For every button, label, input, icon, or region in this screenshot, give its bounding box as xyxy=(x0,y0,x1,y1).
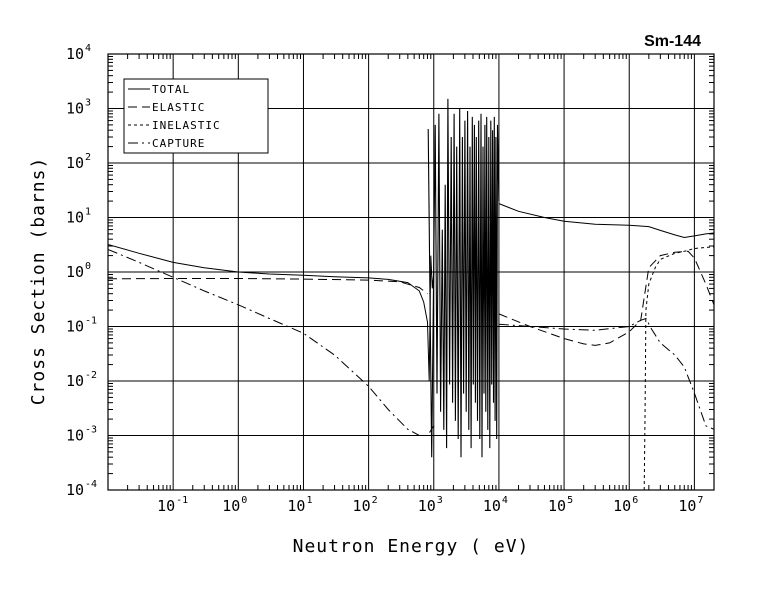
y-tick-label: 10 4 xyxy=(66,43,91,63)
x-tick-base: 10 xyxy=(678,497,696,515)
y-tick-base: 10 xyxy=(66,372,84,390)
y-tick-base: 10 xyxy=(66,45,84,63)
x-tick-label: 10 1 xyxy=(287,495,312,515)
y-tick-exponent: 2 xyxy=(85,152,91,163)
y-tick-base: 10 xyxy=(66,100,84,118)
y-tick-label: 10 0 xyxy=(66,261,91,281)
legend-label-elastic: ELASTIC xyxy=(152,101,205,114)
x-tick-base: 10 xyxy=(353,497,371,515)
y-tick-exponent: -2 xyxy=(85,370,97,381)
resonance-spikes xyxy=(427,98,500,458)
minor-ticks xyxy=(108,54,715,490)
x-tick-exponent: 1 xyxy=(306,495,312,506)
y-axis-label: Cross Section (barns) xyxy=(28,157,49,406)
y-tick-base: 10 xyxy=(66,318,84,336)
x-tick-label: 10 5 xyxy=(548,495,573,515)
y-tick-exponent: 3 xyxy=(85,98,91,109)
x-tick-exponent: 7 xyxy=(697,495,703,506)
y-tick-base: 10 xyxy=(66,209,84,227)
legend-label-inelastic: INELASTIC xyxy=(152,119,221,132)
x-tick-label: 10 4 xyxy=(483,495,508,515)
x-tick-label: 10 6 xyxy=(613,495,638,515)
y-tick-base: 10 xyxy=(66,481,84,499)
legend-label-capture: CAPTURE xyxy=(152,137,205,150)
y-tick-exponent: 1 xyxy=(85,207,91,218)
legend-box xyxy=(123,78,269,154)
series-inelastic-line xyxy=(643,246,714,490)
x-tick-label: 10 3 xyxy=(418,495,443,515)
series-total-line xyxy=(108,244,435,382)
x-tick-exponent: 5 xyxy=(567,495,573,506)
x-tick-label: 10 7 xyxy=(678,495,703,515)
x-tick-exponent: 3 xyxy=(437,495,443,506)
legend: TOTAL ELASTIC INELASTIC CAPTURE xyxy=(123,78,269,154)
data-curves xyxy=(108,98,714,490)
y-tick-exponent: -3 xyxy=(85,425,97,436)
x-tick-exponent: 0 xyxy=(241,495,247,506)
x-axis-label: Neutron Energy ( eV) xyxy=(293,536,530,557)
x-tick-exponent: 2 xyxy=(372,495,378,506)
y-tick-label: 10 -3 xyxy=(66,425,97,445)
y-tick-exponent: -4 xyxy=(85,479,97,490)
series-total-line xyxy=(498,203,714,239)
y-tick-exponent: 0 xyxy=(85,261,91,272)
y-tick-exponent: 4 xyxy=(85,43,91,54)
x-tick-base: 10 xyxy=(287,497,305,515)
plot-frame xyxy=(107,53,715,491)
y-tick-label: 10 1 xyxy=(66,207,91,227)
legend-label-total: TOTAL xyxy=(152,83,190,96)
x-tick-base: 10 xyxy=(222,497,240,515)
x-tick-label: 10 -1 xyxy=(157,495,188,515)
x-axis-ticks: 10 -1 10 0 10 1 10 2 10 3 10 4 10 5 10 6 10 7 xyxy=(157,495,703,515)
x-tick-base: 10 xyxy=(483,497,501,515)
x-tick-base: 10 xyxy=(613,497,631,515)
y-tick-label: 10 2 xyxy=(66,152,91,172)
series-capture-line xyxy=(108,248,435,436)
y-tick-label: 10 -4 xyxy=(66,479,97,499)
series-capture-line xyxy=(498,317,714,430)
x-tick-exponent: 4 xyxy=(502,495,508,506)
x-tick-label: 10 0 xyxy=(222,495,247,515)
x-tick-base: 10 xyxy=(548,497,566,515)
y-tick-label: 10 3 xyxy=(66,98,91,118)
x-tick-exponent: -1 xyxy=(176,495,188,506)
y-tick-base: 10 xyxy=(66,427,84,445)
y-tick-base: 10 xyxy=(66,154,84,172)
y-tick-base: 10 xyxy=(66,263,84,281)
y-tick-exponent: -1 xyxy=(85,316,97,327)
x-tick-label: 10 2 xyxy=(353,495,378,515)
chart-title: Sm-144 xyxy=(644,33,701,50)
series-elastic-line xyxy=(498,250,714,346)
series-elastic-line xyxy=(108,278,428,295)
x-tick-exponent: 6 xyxy=(632,495,638,506)
y-tick-label: 10 -2 xyxy=(66,370,97,390)
x-tick-base: 10 xyxy=(418,497,436,515)
x-tick-base: 10 xyxy=(157,497,175,515)
y-tick-label: 10 -1 xyxy=(66,316,97,336)
